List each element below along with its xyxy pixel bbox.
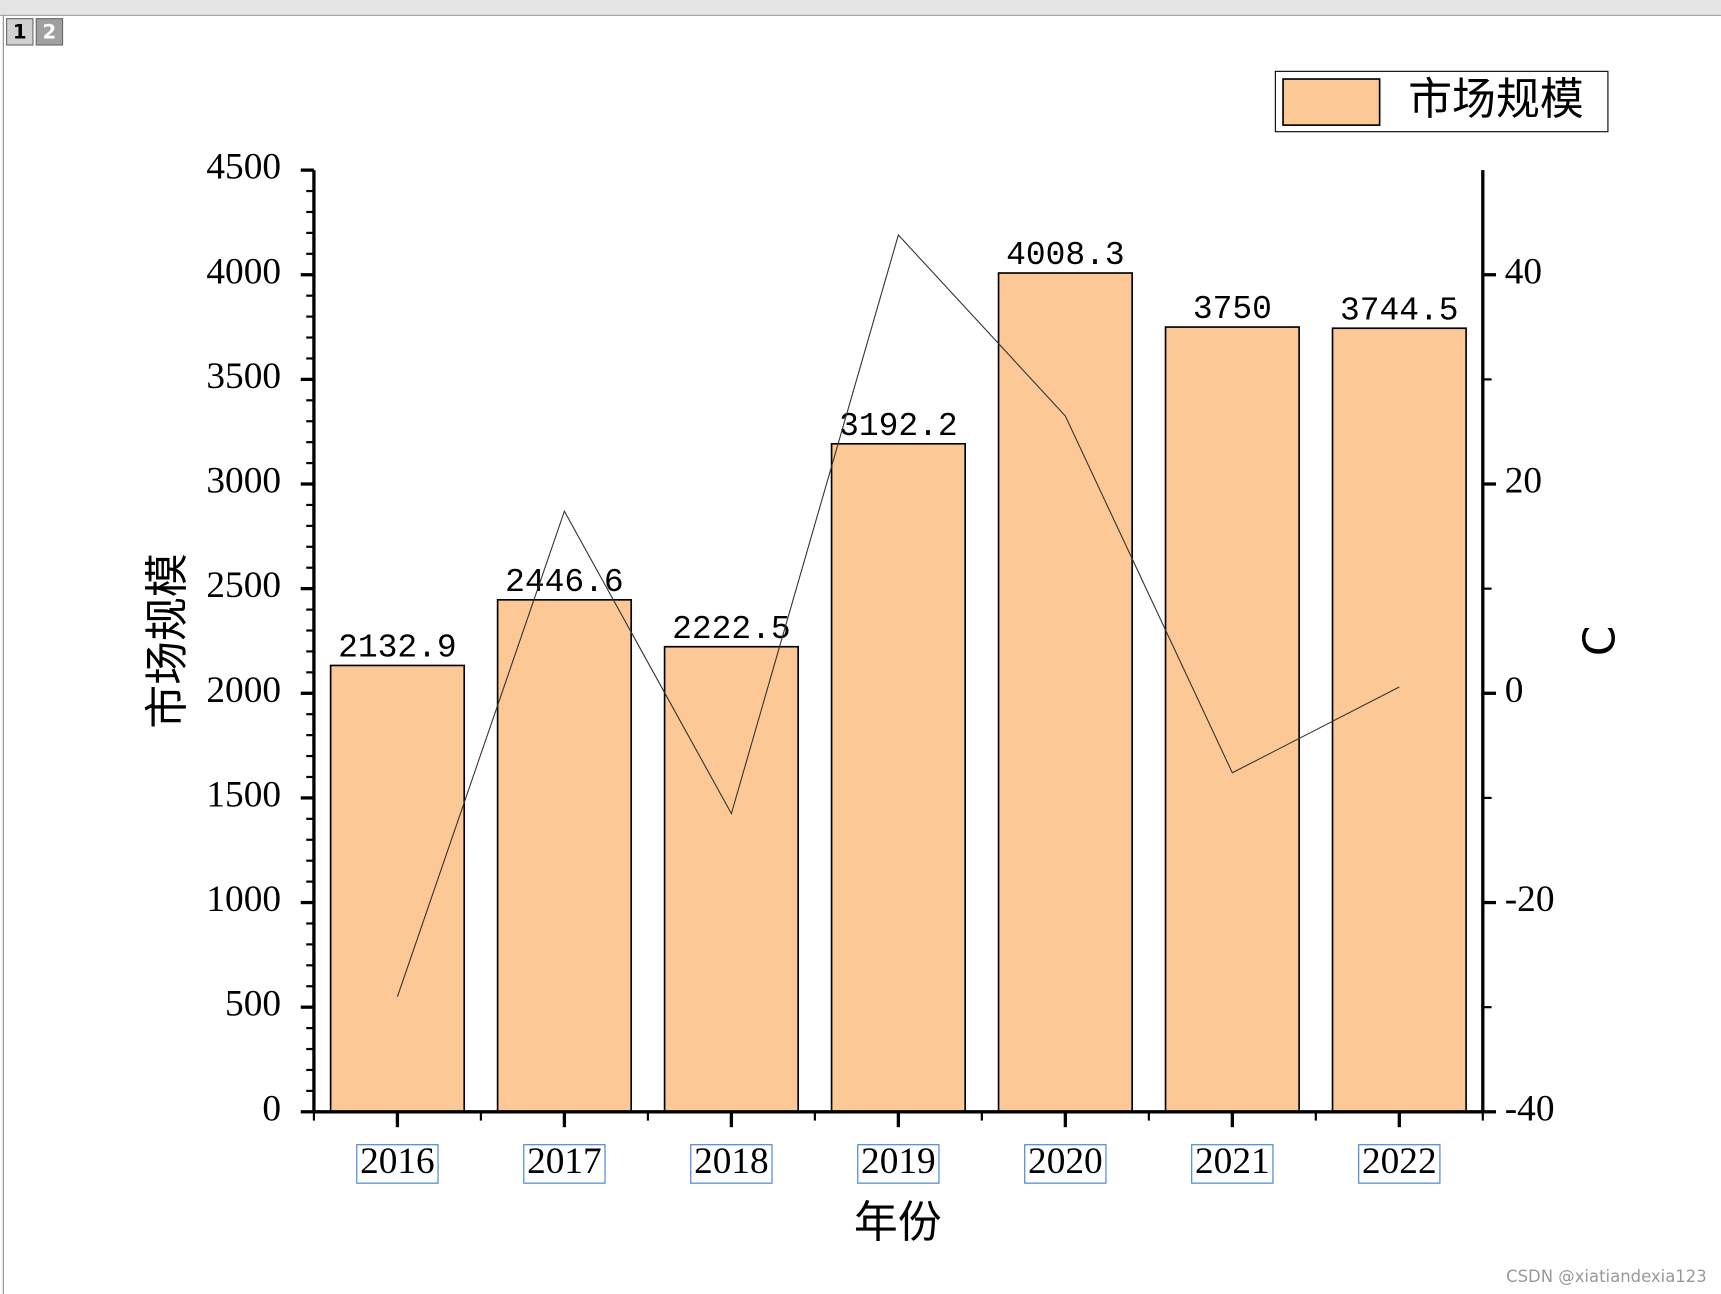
y2-tick-label: 20 [1505,461,1542,502]
bar [329,664,466,1113]
x-tick-label-box [1024,1144,1107,1184]
page-tab-label[interactable]: 2 [43,20,57,43]
page-tab[interactable] [35,18,64,46]
bar [1164,326,1300,1113]
line [396,233,1400,997]
x-tick-label: 2016 [360,1141,435,1182]
value-label: 2446.6 [505,564,623,601]
x-axis-title: 年份 [854,1197,942,1248]
y-tick-label: 2500 [206,565,281,606]
y2-tick-label: 40 [1505,251,1542,292]
y-tick-label: 4000 [206,251,281,292]
value-label: 3744.5 [1340,292,1458,329]
legend-label: 市场规模 [1408,74,1584,125]
y-tick-label: 1000 [206,879,281,920]
y2-tick-label: -20 [1505,879,1555,920]
watermark: CSDN @xiatiandexia123 [1506,1267,1707,1286]
x-tick-label: 2019 [861,1141,936,1182]
page-tab[interactable] [6,18,34,46]
y-axis-title: 市场规模 [142,553,193,729]
toolbar[interactable] [0,0,1721,16]
x-tick-label: 2017 [527,1141,602,1182]
value-label: 2132.9 [338,630,456,667]
x-tick-label-box [857,1144,940,1184]
page-tab-label[interactable]: 1 [13,20,27,43]
value-label: 3750 [1193,291,1272,328]
x-tick-label-box [1191,1144,1274,1184]
x-tick-label: 2022 [1362,1141,1437,1182]
y2-tick-label: 0 [1505,670,1524,711]
bar [830,442,966,1113]
x-tick-label-box [356,1144,439,1184]
x-tick-label: 2021 [1195,1141,1270,1182]
bar [496,598,633,1113]
y2-axis-title: C [1574,626,1625,657]
x-tick-label-box [690,1144,773,1184]
y-tick-label: 0 [262,1088,281,1129]
value-label: 3192.2 [839,408,957,445]
y-tick-label: 1500 [206,774,281,815]
bar [997,272,1133,1113]
bar [663,645,799,1113]
y2-tick-label: -40 [1505,1088,1555,1129]
y-tick-label: 3000 [206,461,281,502]
x-tick-label-box [523,1144,606,1184]
x-tick-label: 2018 [694,1141,769,1182]
y-tick-label: 4500 [206,147,281,188]
bar [1331,327,1467,1113]
value-label: 4008.3 [1006,237,1124,274]
y-tick-label: 2000 [206,670,281,711]
value-label: 2222.5 [672,611,790,648]
x-tick-label-box [1358,1144,1441,1184]
legend-swatch [1282,78,1381,126]
x-tick-label: 2020 [1028,1141,1103,1182]
y-tick-label: 500 [225,984,281,1025]
y-tick-label: 3500 [206,356,281,397]
